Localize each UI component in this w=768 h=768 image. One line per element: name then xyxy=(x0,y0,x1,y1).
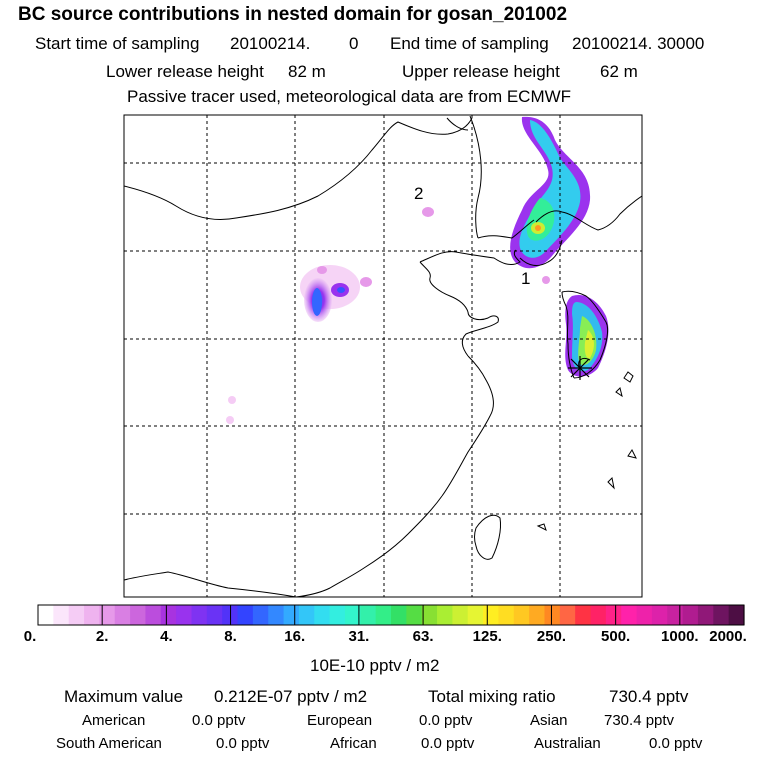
colorbar-swatch xyxy=(99,605,116,625)
colorbar-label: 250. xyxy=(536,628,567,645)
colorbar-label: 2000. xyxy=(709,628,747,645)
end-time-value: 20100214. 30000 xyxy=(572,34,705,53)
colorbar-swatch xyxy=(467,605,484,625)
colorbar-swatch xyxy=(252,605,269,625)
colorbar-swatch xyxy=(68,605,85,625)
region-name-australian: Australian xyxy=(534,735,601,752)
colorbar-swatch xyxy=(314,605,331,625)
max-value-label: Maximum value xyxy=(64,687,184,706)
colorbar-swatch xyxy=(191,605,208,625)
colorbar-swatch xyxy=(498,605,515,625)
upper-height-label: Upper release height xyxy=(402,62,560,81)
start-time-hour: 0 xyxy=(349,34,359,53)
concentration-plume-korea xyxy=(565,294,609,377)
colorbar-swatch xyxy=(713,605,730,625)
colorbar-swatch xyxy=(682,605,699,625)
grid-lines xyxy=(124,115,642,597)
colorbar-swatch xyxy=(360,605,377,625)
colorbar-swatch xyxy=(160,605,177,625)
colorbar-swatch xyxy=(268,605,285,625)
colorbar-label: 125. xyxy=(472,628,502,645)
region-name-asian: Asian xyxy=(530,712,568,729)
receptor-marker-icon xyxy=(568,356,592,380)
colorbar xyxy=(37,604,745,626)
colorbar-label: 4. xyxy=(160,628,173,645)
colorbar-swatch xyxy=(529,605,546,625)
concentration-plume-inland xyxy=(300,265,372,322)
end-time-label: End time of sampling xyxy=(390,34,549,53)
colorbar-label: 2. xyxy=(95,628,109,645)
colorbar-swatch xyxy=(513,605,530,625)
colorbar-units: 10E-10 pptv / m2 xyxy=(310,656,440,675)
colorbar-swatch xyxy=(544,605,561,625)
concentration-plume-north xyxy=(510,116,591,269)
colorbar-label: 1000. xyxy=(661,628,699,645)
colorbar-swatch xyxy=(206,605,223,625)
colorbar-swatch xyxy=(344,605,361,625)
colorbar-label: 16. xyxy=(284,628,306,645)
colorbar-swatch xyxy=(391,605,407,625)
lower-height-value: 82 m xyxy=(288,62,326,81)
upper-height-value: 62 m xyxy=(600,62,638,81)
colorbar-swatch xyxy=(483,605,500,625)
total-mixing-value: 730.4 pptv xyxy=(609,687,689,706)
start-time-value: 20100214. xyxy=(230,34,311,53)
region-value-south-american: 0.0 pptv xyxy=(216,735,270,752)
colorbar-swatch xyxy=(605,605,622,625)
colorbar-swatch xyxy=(130,605,147,625)
colorbar-swatch xyxy=(237,605,254,625)
colorbar-border xyxy=(37,604,745,626)
region-name-american: American xyxy=(82,712,146,729)
colorbar-swatch xyxy=(636,605,653,625)
coastlines xyxy=(124,115,642,597)
region-value-australian: 0.0 pptv xyxy=(649,735,703,752)
start-time-label: Start time of sampling xyxy=(35,34,200,53)
colorbar-label: 31. xyxy=(348,628,370,645)
region-name-african: African xyxy=(330,735,377,752)
colorbar-label: 0. xyxy=(23,628,37,645)
colorbar-swatch xyxy=(651,605,668,625)
map-marker-label-2: 2 xyxy=(414,184,423,203)
colorbar-swatch xyxy=(728,605,745,625)
concentration-spots xyxy=(226,207,550,424)
colorbar-label: 500. xyxy=(601,628,631,645)
colorbar-swatch xyxy=(575,605,592,625)
max-value: 0.212E-07 pptv / m2 xyxy=(214,687,368,706)
region-value-asian: 730.4 pptv xyxy=(604,712,675,729)
region-name-south-american: South American xyxy=(56,735,162,752)
region-name-european: European xyxy=(307,712,373,729)
colorbar-swatch xyxy=(559,605,576,625)
colorbar-label: 8. xyxy=(224,628,237,645)
colorbar-swatch xyxy=(697,605,714,625)
colorbar-swatch xyxy=(176,605,193,625)
colorbar-swatch xyxy=(145,605,162,625)
colorbar-swatch xyxy=(38,605,54,625)
colorbar-swatch xyxy=(621,605,638,625)
map-marker-label-1: 1 xyxy=(521,269,530,288)
colorbar-swatch xyxy=(421,605,438,625)
colorbar-swatch xyxy=(667,605,684,625)
colorbar-label: 63. xyxy=(412,628,434,645)
region-value-african: 0.0 pptv xyxy=(421,735,475,752)
colorbar-swatch xyxy=(84,605,100,625)
colorbar-swatch xyxy=(114,605,131,625)
colorbar-swatch xyxy=(298,605,315,625)
colorbar-swatch xyxy=(53,605,70,625)
page-title: BC source contributions in nested domain… xyxy=(18,4,568,25)
colorbar-swatch xyxy=(283,605,300,625)
lower-height-label: Lower release height xyxy=(106,62,264,81)
colorbar-swatch xyxy=(406,605,423,625)
colorbar-swatch xyxy=(375,605,392,625)
colorbar-swatch xyxy=(329,605,346,625)
region-value-american: 0.0 pptv xyxy=(192,712,246,729)
total-mixing-label: Total mixing ratio xyxy=(428,687,556,706)
region-value-european: 0.0 pptv xyxy=(419,712,473,729)
colorbar-swatch xyxy=(452,605,469,625)
tracer-note: Passive tracer used, meteorological data… xyxy=(127,87,572,106)
colorbar-swatch xyxy=(437,605,453,625)
colorbar-swatch xyxy=(590,605,607,625)
